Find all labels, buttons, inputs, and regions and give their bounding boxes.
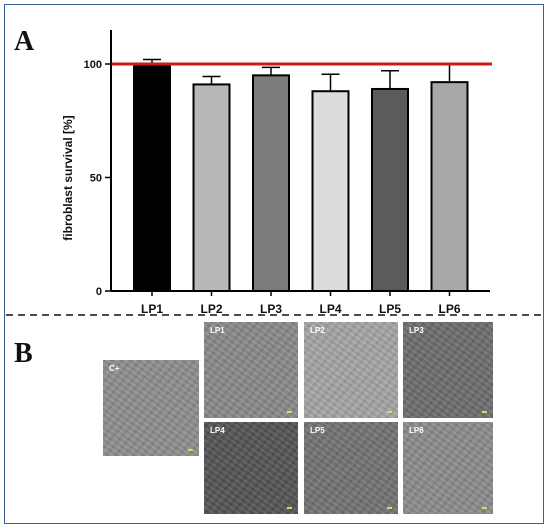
bar [133, 65, 171, 292]
micrograph-label: LP2 [310, 326, 325, 335]
x-tick-label: LP6 [438, 302, 460, 316]
micrograph-lp5: LP5 [304, 422, 398, 514]
micrograph-label: LP1 [210, 326, 225, 335]
figure-frame [4, 4, 544, 524]
y-axis-label: fibroblast survival [%] [61, 115, 75, 240]
scale-bar [482, 507, 487, 509]
bar [430, 81, 469, 292]
bar [192, 83, 231, 293]
scale-bar [387, 507, 392, 509]
panel-separator [6, 314, 546, 316]
micrograph-c-plus: C+ [103, 360, 199, 456]
micrograph-lp1: LP1 [204, 322, 298, 418]
scale-bar [188, 449, 193, 451]
x-tick-label: LP5 [379, 302, 401, 316]
micrograph-label: LP6 [409, 426, 424, 435]
bar [371, 87, 409, 292]
x-tick-label: LP2 [200, 302, 222, 316]
bar [252, 74, 290, 292]
x-tick-label: LP4 [319, 302, 341, 316]
y-tick-label: 50 [90, 173, 102, 185]
micrograph-label: LP5 [310, 426, 325, 435]
bar [311, 90, 350, 292]
panel-label-a: A [14, 26, 35, 57]
micrograph-lp3: LP3 [403, 322, 493, 418]
micrograph-label: LP3 [409, 326, 424, 335]
bar-chart: LP1 LP2 LP3 LP4 LP5 LP6 0 50 100 fibroblast survi… [61, 29, 492, 316]
micrograph-lp2: LP2 [304, 322, 398, 418]
micrograph-label: C+ [109, 364, 120, 373]
scale-bar [287, 507, 292, 509]
micrograph-lp6: LP6 [403, 422, 493, 514]
micrograph-label: LP4 [210, 426, 225, 435]
panel-label-b: B [14, 338, 33, 369]
scale-bar [482, 411, 487, 413]
x-tick-label: LP3 [260, 302, 282, 316]
y-tick-label: 100 [84, 59, 102, 71]
scale-bar [287, 411, 292, 413]
x-tick-label: LP1 [141, 302, 163, 316]
y-tick-label: 0 [96, 286, 102, 298]
scale-bar [387, 411, 392, 413]
micrograph-lp4: LP4 [204, 422, 298, 514]
